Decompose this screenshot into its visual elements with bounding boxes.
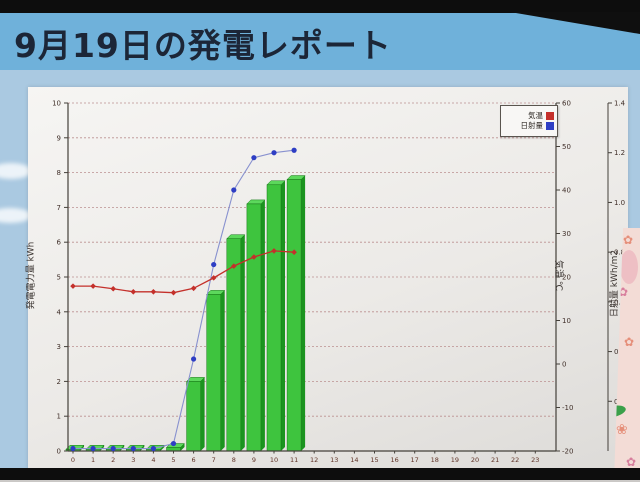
bezel-top bbox=[0, 0, 640, 13]
legend-row-radiation: 日射量 bbox=[504, 122, 554, 130]
far-right-axis-label: 日射量 kWh/m2 bbox=[610, 249, 621, 318]
flower-icon: ✿ bbox=[618, 285, 629, 299]
svg-text:2: 2 bbox=[57, 378, 61, 386]
svg-text:-10: -10 bbox=[562, 404, 573, 412]
legend-label-temperature: 気温 bbox=[528, 111, 543, 120]
cloud-decoration bbox=[0, 163, 32, 179]
svg-text:6: 6 bbox=[192, 456, 196, 464]
temperature-swatch-icon bbox=[546, 112, 554, 120]
svg-text:1.4: 1.4 bbox=[614, 100, 626, 108]
svg-text:8: 8 bbox=[232, 456, 236, 464]
svg-text:5: 5 bbox=[57, 274, 61, 282]
svg-text:5: 5 bbox=[171, 456, 175, 464]
svg-text:16: 16 bbox=[390, 456, 398, 464]
svg-text:20: 20 bbox=[471, 456, 479, 464]
left-axis-label: 発電電力量 kWh bbox=[26, 241, 37, 310]
flower-icon: ✿ bbox=[624, 335, 635, 349]
page-title: 9月19日の発電レポート bbox=[14, 26, 392, 65]
svg-text:50: 50 bbox=[562, 143, 571, 151]
svg-text:0: 0 bbox=[562, 361, 566, 369]
svg-text:11: 11 bbox=[290, 456, 298, 464]
svg-text:0.8: 0.8 bbox=[614, 249, 625, 257]
svg-text:-20: -20 bbox=[562, 448, 573, 456]
radiation-swatch-icon bbox=[546, 122, 554, 130]
svg-text:23: 23 bbox=[531, 456, 539, 464]
svg-text:13: 13 bbox=[330, 456, 338, 464]
report-chart-panel: 012345678910-20-1001020304050600.20.40.6… bbox=[26, 87, 628, 469]
flower-icon: ✿ bbox=[626, 455, 637, 469]
svg-text:22: 22 bbox=[511, 456, 519, 464]
svg-text:1: 1 bbox=[91, 456, 95, 464]
svg-text:0.6: 0.6 bbox=[614, 298, 626, 306]
svg-text:9: 9 bbox=[57, 134, 61, 142]
flower-icon: ❀ bbox=[616, 422, 628, 438]
svg-text:10: 10 bbox=[52, 100, 61, 108]
svg-text:6: 6 bbox=[57, 239, 62, 247]
report-header: 9月19日の発電レポート bbox=[0, 13, 640, 70]
svg-text:7: 7 bbox=[212, 456, 216, 464]
svg-text:1.2: 1.2 bbox=[614, 149, 625, 157]
svg-text:21: 21 bbox=[491, 456, 499, 464]
svg-text:9: 9 bbox=[252, 456, 256, 464]
svg-text:12: 12 bbox=[310, 456, 318, 464]
svg-text:10: 10 bbox=[562, 317, 571, 325]
flower-icon: ✿ bbox=[623, 233, 634, 247]
legend-row-temperature: 気温 bbox=[504, 112, 554, 120]
svg-text:2: 2 bbox=[111, 456, 115, 464]
svg-text:60: 60 bbox=[562, 100, 571, 108]
svg-text:4: 4 bbox=[151, 456, 155, 464]
svg-text:4: 4 bbox=[57, 308, 62, 316]
svg-text:14: 14 bbox=[350, 456, 358, 464]
svg-text:10: 10 bbox=[270, 456, 278, 464]
svg-text:20: 20 bbox=[562, 274, 571, 282]
legend-label-radiation: 日射量 bbox=[520, 121, 544, 130]
svg-text:19: 19 bbox=[451, 456, 459, 464]
cloud-decoration bbox=[0, 208, 32, 223]
svg-text:7: 7 bbox=[57, 204, 61, 212]
right-axis-label: 気温 ℃ bbox=[552, 260, 563, 291]
pink-blob-decoration bbox=[620, 250, 638, 284]
svg-text:3: 3 bbox=[57, 343, 61, 351]
svg-text:1.0: 1.0 bbox=[614, 199, 625, 207]
svg-text:17: 17 bbox=[411, 456, 419, 464]
chart-legend: 気温 日射量 bbox=[500, 105, 558, 137]
svg-text:15: 15 bbox=[370, 456, 378, 464]
generation-chart: 012345678910-20-1001020304050600.20.40.6… bbox=[52, 100, 626, 465]
svg-text:0: 0 bbox=[71, 456, 75, 464]
svg-text:18: 18 bbox=[431, 456, 439, 464]
svg-text:30: 30 bbox=[562, 230, 571, 238]
svg-text:40: 40 bbox=[562, 187, 571, 195]
svg-text:8: 8 bbox=[57, 169, 61, 177]
monitor-screen: 012345678910-20-1001020304050600.20.40.6… bbox=[0, 13, 640, 482]
svg-text:1: 1 bbox=[57, 413, 61, 421]
svg-text:0: 0 bbox=[57, 448, 61, 456]
svg-text:3: 3 bbox=[131, 456, 135, 464]
bezel-bottom bbox=[0, 468, 640, 480]
